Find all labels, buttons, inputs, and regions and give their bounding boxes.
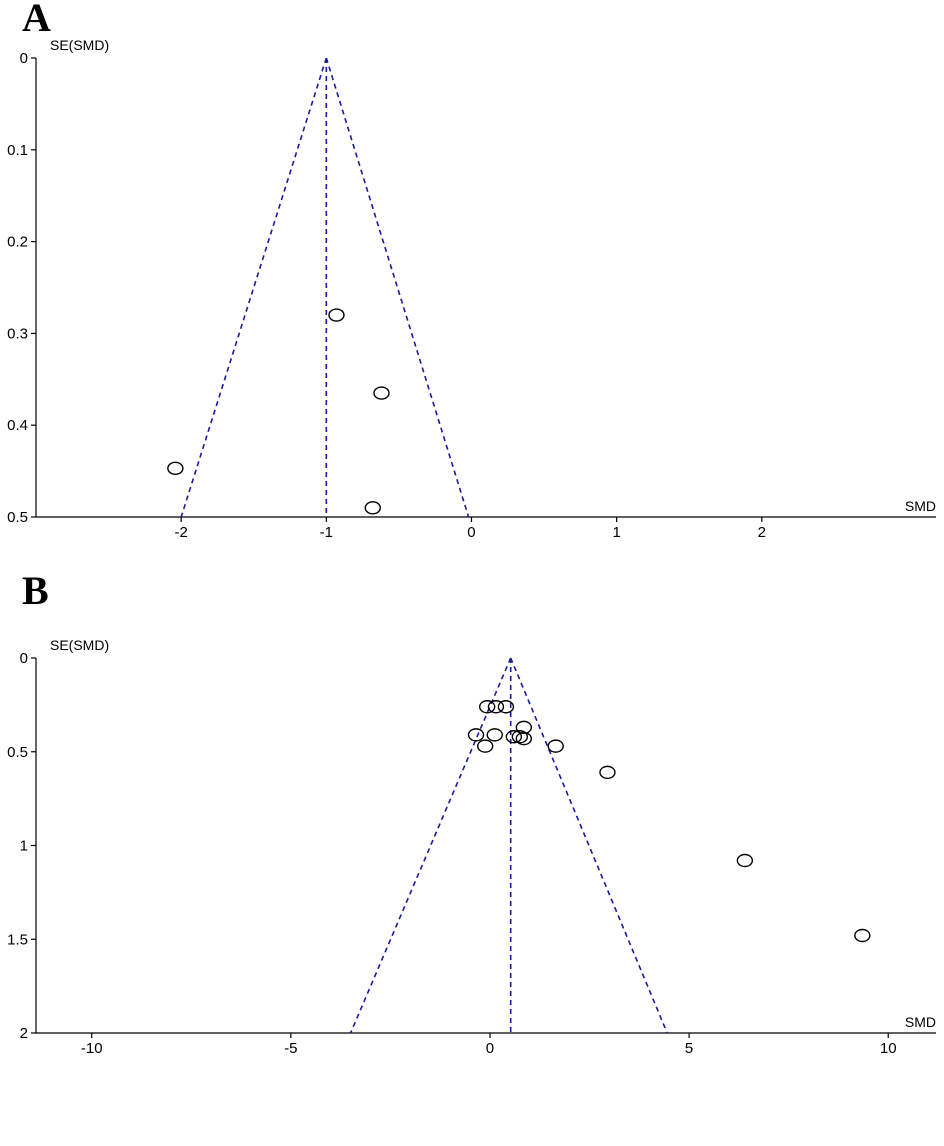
study-point-b: [487, 700, 505, 714]
study-point-a: [167, 461, 184, 476]
funnel-plot-a-svg: 0 0.1 0.2 0.3 0.4 0.5 -2 -1 0 1 2 SE(SMD) SMD: [7, 37, 936, 541]
funnel-left-boundary-b: [349, 657, 512, 1034]
x-tick-label-a: -2: [174, 524, 187, 541]
x-axis-title-b: SMD: [905, 1014, 936, 1030]
y-tick-label-b: 1: [20, 838, 28, 855]
study-point-b: [599, 765, 616, 780]
x-tick-label-a: 1: [612, 524, 620, 541]
y-tick-label-b: 2: [20, 1025, 28, 1042]
x-axis-title-a: SMD: [905, 498, 936, 514]
panel-label-a: A: [22, 0, 51, 40]
study-point-a: [328, 308, 345, 322]
x-tick-label-b: -5: [284, 1040, 297, 1057]
study-point-b: [736, 853, 754, 868]
y-tick-label-b: 1.5: [7, 931, 28, 948]
study-point-b: [515, 731, 533, 746]
funnel-right-boundary-a: [325, 57, 470, 518]
funnel-right-boundary-b: [509, 657, 668, 1034]
y-tick-label-a: 0: [20, 50, 28, 67]
study-point-a: [373, 386, 390, 400]
panel-label-b: B: [22, 568, 49, 613]
funnel-plot-a: A 0 0.1 0.2 0.3 0.4 0.5 -2 -1 0 1 2 SE(SMD) SMD: [7, 0, 936, 541]
y-axis-title-a: SE(SMD): [50, 37, 109, 53]
study-point-b: [854, 928, 871, 943]
study-point-b: [505, 730, 523, 744]
x-tick-label-b: 5: [685, 1040, 693, 1057]
study-point-b: [515, 720, 533, 735]
y-tick-label-a: 0.5: [7, 509, 28, 526]
study-point-b: [478, 700, 496, 714]
y-tick-label-a: 0.1: [7, 142, 28, 159]
y-axis-title-b: SE(SMD): [50, 637, 109, 653]
study-point-b: [547, 739, 564, 753]
y-tick-label-b: 0: [20, 650, 28, 667]
y-tick-label-a: 0.3: [7, 325, 28, 342]
x-tick-label-a: 0: [467, 524, 475, 541]
study-point-b: [477, 739, 494, 753]
study-point-b: [511, 730, 529, 744]
funnel-left-boundary-a: [180, 57, 328, 518]
y-tick-label-a: 0.4: [7, 417, 28, 434]
x-tick-label-a: 2: [758, 524, 766, 541]
funnel-plot-b: B 0 0.5 1 1.5 2 -10 -5 0 5 10 SE(SMD) SMD: [0, 568, 944, 1146]
y-tick-label-b: 0.5: [7, 744, 28, 761]
y-tick-label-a: 0.2: [7, 234, 28, 251]
study-point-a: [364, 501, 381, 515]
funnel-plot-b-svg: 0 0.5 1 1.5 2 -10 -5 0 5 10 SE(SMD) SMD: [7, 637, 936, 1057]
x-tick-label-b: 10: [880, 1040, 897, 1057]
x-tick-label-b: 0: [486, 1040, 494, 1057]
x-tick-label-b: -10: [81, 1040, 103, 1057]
x-tick-label-a: -1: [320, 524, 333, 541]
study-point-b: [497, 700, 515, 714]
study-point-b: [467, 728, 485, 742]
study-point-b: [486, 728, 503, 742]
